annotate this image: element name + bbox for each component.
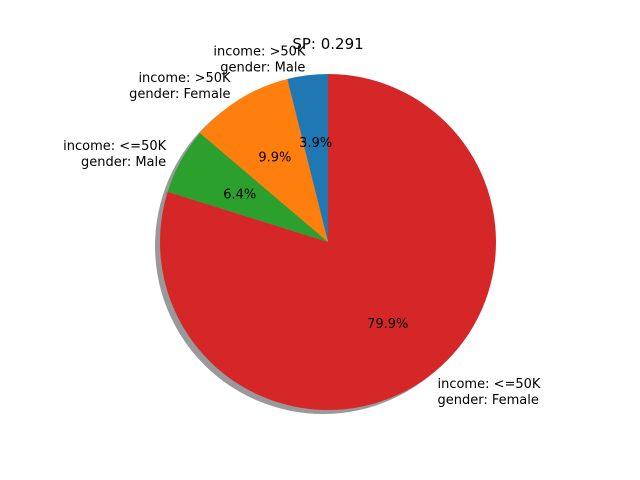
pie-percent-label-0: 3.9% bbox=[299, 136, 332, 151]
pie-slice-label-line: gender: Female bbox=[437, 393, 538, 408]
pie-slices bbox=[160, 73, 497, 410]
pie-slice-label-1: income: >50K gender: Female bbox=[129, 71, 231, 102]
pie-slice-label-line: gender: Male bbox=[220, 61, 305, 76]
pie-percent-label-1: 9.9% bbox=[258, 150, 291, 165]
pie-slice-label-line: gender: Male bbox=[81, 155, 166, 170]
pie-slice-label-2: income: <=50K gender: Male bbox=[63, 139, 166, 170]
pie-slice-2 bbox=[167, 133, 328, 242]
pie-slice-1 bbox=[200, 79, 328, 242]
pie-slice-label-line: income: <=50K bbox=[63, 139, 166, 154]
pie-slice-0 bbox=[287, 74, 328, 242]
pie-slice-label-line: gender: Female bbox=[129, 87, 230, 102]
pie-slice-label-line: income: <=50K bbox=[437, 377, 540, 392]
pie-slice-label-0: income: >50K gender: Male bbox=[213, 45, 306, 76]
pie-slice-3 bbox=[160, 73, 497, 410]
pie-percent-label-2: 6.4% bbox=[223, 187, 256, 202]
pie-slice-label-3: income: <=50K gender: Female bbox=[437, 377, 540, 408]
pie-slice-label-line: income: >50K bbox=[213, 45, 306, 60]
chart-title: SP: 0.291 bbox=[292, 35, 363, 53]
pie-slice-label-line: income: >50K bbox=[138, 71, 231, 86]
pie-percent-labels: 3.9% 9.9% 6.4% 79.9% bbox=[223, 136, 408, 332]
pie-percent-label-3: 79.9% bbox=[367, 317, 408, 332]
